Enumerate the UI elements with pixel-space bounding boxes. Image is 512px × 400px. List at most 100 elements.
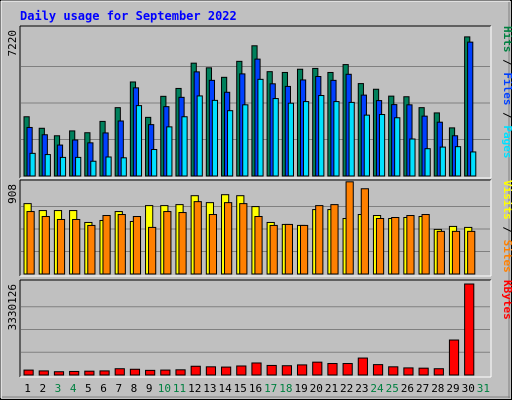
bar-pages-day-23 [364, 115, 369, 176]
bar-sites-day-12 [194, 202, 201, 274]
bar-sites-day-30 [468, 231, 475, 274]
panel-max-label: 7220 [6, 30, 19, 57]
x-tick-label: 2 [39, 382, 46, 395]
bar-pages-day-1 [30, 153, 35, 176]
bar-sites-day-25 [392, 218, 399, 274]
bar-pages-day-8 [136, 106, 141, 176]
bar-pages-day-21 [334, 102, 339, 176]
bar-pages-day-4 [76, 157, 81, 176]
x-tick-label: 1 [24, 382, 31, 395]
bar-kbytes-day-2 [39, 371, 48, 375]
bar-kbytes-day-13 [206, 367, 215, 375]
x-tick-label: 16 [249, 382, 262, 395]
bar-kbytes-day-11 [176, 370, 185, 375]
panel-legend: KBytes [501, 280, 512, 320]
legend-item-sites: Sites [501, 240, 512, 273]
x-tick-label: 12 [188, 382, 201, 395]
bar-sites-day-6 [103, 216, 110, 274]
bar-kbytes-day-23 [358, 358, 367, 375]
bar-pages-day-5 [91, 161, 96, 176]
chart-title: Daily usage for September 2022 [20, 9, 237, 23]
legend-item-hits: Hits [501, 26, 512, 53]
x-tick-label: 9 [146, 382, 153, 395]
bar-pages-day-26 [410, 139, 415, 176]
bar-pages-day-16 [258, 79, 263, 176]
x-tick-label: 4 [70, 382, 77, 395]
legend-separator: / [501, 106, 512, 126]
bar-pages-day-15 [243, 105, 248, 176]
x-tick-label: 8 [131, 382, 138, 395]
x-tick-label: 25 [386, 382, 399, 395]
bar-kbytes-day-7 [115, 369, 124, 375]
x-tick-label: 24 [370, 382, 384, 395]
x-tick-label: 3 [55, 382, 62, 395]
bar-pages-day-12 [197, 96, 202, 176]
bar-pages-day-7 [121, 158, 126, 176]
panel-legend: Hits / Files / Pages [501, 26, 512, 159]
x-tick-label: 21 [325, 382, 338, 395]
bar-pages-day-25 [395, 118, 400, 176]
bar-sites-day-13 [209, 215, 216, 274]
bar-sites-day-9 [149, 227, 156, 274]
bar-sites-day-22 [346, 182, 353, 274]
panel-visits_sites: 908 Visits / Sites [6, 180, 512, 276]
bar-sites-day-28 [437, 231, 444, 274]
panel-background [20, 280, 491, 377]
bar-kbytes-day-9 [146, 370, 155, 375]
x-tick-label: 15 [234, 382, 247, 395]
bar-pages-day-28 [440, 147, 445, 176]
x-tick-label: 20 [310, 382, 323, 395]
bar-sites-day-24 [376, 218, 383, 274]
bar-pages-day-29 [455, 147, 460, 176]
legend-item-files: Files [501, 72, 512, 105]
x-tick-label: 31 [477, 382, 490, 395]
bar-kbytes-day-30 [465, 284, 474, 375]
bar-pages-day-27 [425, 149, 430, 176]
bar-pages-day-9 [152, 150, 157, 176]
bar-sites-day-4 [73, 219, 80, 274]
bar-kbytes-day-3 [54, 372, 63, 375]
bar-sites-day-10 [164, 212, 171, 274]
bar-pages-day-11 [182, 117, 187, 176]
bar-sites-day-1 [27, 212, 34, 274]
x-tick-label: 18 [279, 382, 292, 395]
bar-sites-day-2 [42, 217, 49, 274]
bar-pages-day-19 [303, 102, 308, 176]
bar-pages-day-30 [471, 152, 476, 176]
chart-panels: 7220 Hits / Files / Pages 908 Visits / Site… [6, 26, 512, 377]
bar-kbytes-day-24 [373, 365, 382, 375]
bar-sites-day-7 [118, 215, 125, 274]
bar-kbytes-day-1 [24, 370, 33, 375]
panel-max-label: 908 [6, 184, 19, 204]
bar-sites-day-29 [452, 231, 459, 274]
bar-sites-day-17 [270, 225, 277, 274]
x-tick-label: 27 [416, 382, 429, 395]
bar-kbytes-day-25 [389, 367, 398, 375]
bar-kbytes-day-15 [237, 366, 246, 375]
legend-item-kbytes: KBytes [501, 280, 512, 320]
x-tick-label: 19 [294, 382, 307, 395]
bar-kbytes-day-28 [434, 369, 443, 375]
x-tick-label: 10 [158, 382, 171, 395]
bar-kbytes-day-22 [343, 364, 352, 375]
bar-pages-day-24 [379, 115, 384, 176]
bar-kbytes-day-14 [222, 367, 231, 375]
bar-kbytes-day-16 [252, 363, 261, 375]
panel-kbytes: 3330126 KBytes [6, 280, 512, 377]
x-tick-label: 29 [446, 382, 459, 395]
bar-sites-day-21 [331, 205, 338, 274]
x-tick-label: 17 [264, 382, 277, 395]
bar-kbytes-day-10 [161, 370, 170, 375]
panel-max-label: 3330126 [6, 284, 19, 330]
bar-sites-day-26 [407, 216, 414, 274]
bar-sites-day-8 [133, 217, 140, 274]
x-tick-label: 22 [340, 382, 353, 395]
x-tick-label: 23 [355, 382, 368, 395]
x-tick-label: 5 [85, 382, 92, 395]
bar-sites-day-5 [88, 225, 95, 274]
bar-kbytes-day-20 [313, 362, 322, 375]
bar-pages-day-22 [349, 102, 354, 176]
bar-sites-day-18 [285, 224, 292, 274]
bar-sites-day-27 [422, 215, 429, 274]
x-tick-label: 7 [115, 382, 122, 395]
